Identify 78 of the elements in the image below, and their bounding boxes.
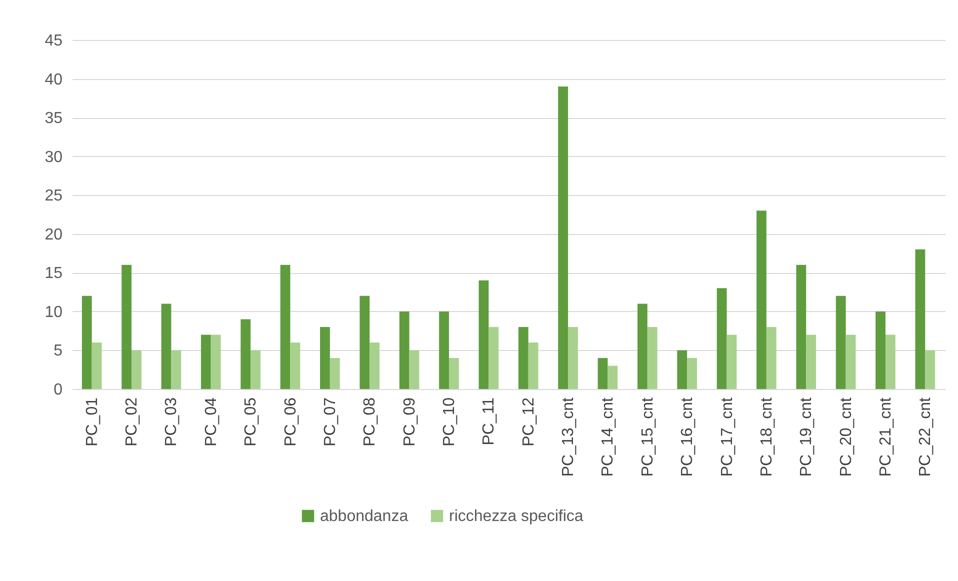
bar <box>320 326 330 389</box>
bar <box>171 350 182 389</box>
y-tick-label: 20 <box>44 226 63 244</box>
bar <box>766 326 776 389</box>
bar <box>608 366 618 389</box>
bar <box>726 334 737 389</box>
bar <box>92 342 102 389</box>
x-tick-label: PC_21_cnt <box>877 396 894 477</box>
x-tick-label: PC_05 <box>242 397 260 446</box>
bar <box>448 358 459 389</box>
x-tick-label: PC_17_cnt <box>718 396 736 477</box>
bar <box>846 334 856 389</box>
bar <box>806 334 816 389</box>
x-tick-label: PC_12 <box>520 397 538 446</box>
bar <box>876 311 886 389</box>
y-tick-label: 0 <box>54 382 63 398</box>
y-tick-label: 40 <box>44 71 63 88</box>
y-tick-label: 45 <box>44 32 63 50</box>
bar <box>836 296 846 389</box>
x-tick-label: PC_06 <box>282 397 300 446</box>
bar <box>360 296 370 389</box>
x-tick-label: PC_08 <box>362 397 379 446</box>
x-tick-label: PC_11 <box>480 397 498 446</box>
bar <box>250 350 260 389</box>
x-tick-label: PC_14_cnt <box>600 396 617 477</box>
x-tick-label: PC_01 <box>84 397 101 446</box>
bar <box>200 334 211 389</box>
bar <box>925 350 936 389</box>
bar <box>756 210 766 389</box>
bar <box>330 358 340 389</box>
x-tick-label: PC_16_cnt <box>679 396 696 477</box>
bar <box>558 86 568 389</box>
y-tick-label: 25 <box>44 188 63 205</box>
x-tick-label: PC_04 <box>202 397 220 446</box>
bar <box>915 249 926 389</box>
bar <box>885 334 896 389</box>
bar <box>687 358 697 389</box>
bar <box>439 311 449 389</box>
x-tick-label: PC_10 <box>440 397 458 446</box>
y-tick-label: 5 <box>54 342 63 360</box>
legend-label: ricchezza specifica <box>449 508 584 525</box>
x-tick-label: PC_07 <box>322 397 339 446</box>
bar <box>677 350 688 389</box>
bar <box>122 264 132 389</box>
x-tick-label: PC_03 <box>163 397 180 446</box>
bar <box>518 326 528 389</box>
bar <box>132 350 142 389</box>
bar <box>399 311 410 389</box>
y-tick-label: 30 <box>44 148 63 166</box>
bar <box>478 280 489 389</box>
x-tick-label: PC_09 <box>401 397 418 446</box>
bar <box>488 326 499 389</box>
bar <box>647 326 658 389</box>
bar <box>82 296 92 389</box>
x-tick-label: PC_15_cnt <box>639 396 656 477</box>
bar <box>528 342 538 389</box>
x-tick-label: PC_22_cnt <box>917 396 934 477</box>
x-tick-label: PC_02 <box>124 397 141 446</box>
x-tick-label: PC_13_cnt <box>560 396 578 477</box>
y-tick-label: 10 <box>44 304 63 321</box>
bar <box>716 288 727 389</box>
bar <box>240 319 251 389</box>
x-tick-label: PC_18_cnt <box>758 396 776 477</box>
bar <box>290 342 300 389</box>
bar <box>568 326 578 389</box>
x-tick-label: PC_19_cnt <box>798 396 816 477</box>
bar <box>796 264 806 389</box>
bar <box>598 358 608 389</box>
bar <box>280 264 290 389</box>
y-tick-label: 15 <box>44 265 63 282</box>
bar <box>210 334 221 389</box>
bar <box>370 342 380 389</box>
bar <box>637 304 648 389</box>
bar <box>161 304 172 389</box>
x-tick-label: PC_20_cnt <box>838 396 855 477</box>
legend-label: abbondanza <box>320 508 408 525</box>
bar <box>409 350 420 389</box>
y-tick-label: 35 <box>44 110 63 128</box>
